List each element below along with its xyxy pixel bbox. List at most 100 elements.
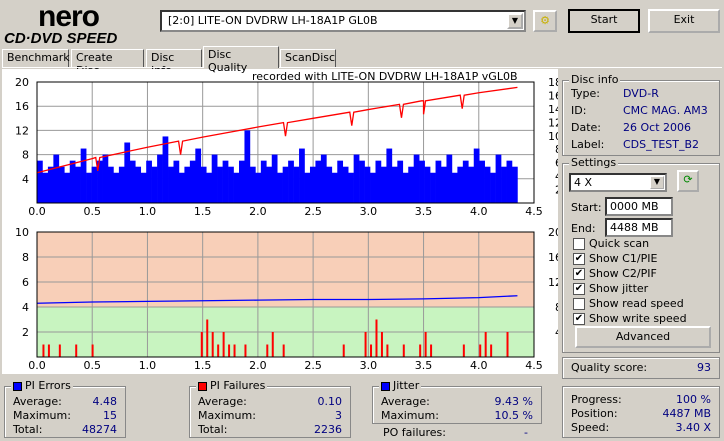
end-input[interactable]: 4488 MB xyxy=(605,218,673,237)
x-tick-label: 4.0 xyxy=(470,205,488,218)
drive-refresh-icon[interactable]: ⚙ xyxy=(533,10,557,32)
pi-error-bar xyxy=(370,172,376,203)
pi-errors-title: PI Errors xyxy=(11,379,73,392)
start-input[interactable]: 0000 MB xyxy=(605,197,673,216)
position-label: Position: xyxy=(571,407,618,420)
pif-total: 2236 xyxy=(314,423,342,436)
pi-error-bar xyxy=(228,166,234,203)
checkbox-box[interactable] xyxy=(573,298,585,310)
pi-error-bar xyxy=(309,166,316,203)
checkbox-quick-scan[interactable]: Quick scan xyxy=(573,237,649,252)
disc-label: CDS_TEST_B2 xyxy=(623,138,700,151)
x-tick-label: 1.5 xyxy=(194,205,212,218)
warning-zone xyxy=(37,232,534,307)
pi-error-bar xyxy=(304,172,311,203)
checkbox-box[interactable] xyxy=(573,238,585,250)
checkbox-show-write-speed[interactable]: ✔ Show write speed xyxy=(573,312,687,327)
pi-error-bar xyxy=(277,172,283,203)
label-label: Label: xyxy=(571,138,605,151)
checkbox-label: Quick scan xyxy=(589,237,650,250)
pi-failure-bar xyxy=(380,332,383,357)
pi-failure-bar xyxy=(490,344,493,357)
pi-failures-title: PI Failures xyxy=(196,379,268,392)
y2-tick-label: 18 xyxy=(548,76,558,89)
pi-failure-bar xyxy=(228,344,231,357)
x-tick-label: 0.5 xyxy=(83,205,101,218)
pi-error-bar xyxy=(397,160,404,203)
quality-score-label: Quality score: xyxy=(571,361,648,374)
x-tick-label: 1.0 xyxy=(139,205,157,218)
pi-error-bar xyxy=(391,166,398,203)
pi-error-bar xyxy=(424,166,431,203)
pi-failure-bar xyxy=(370,344,373,357)
checkbox-box[interactable]: ✔ xyxy=(573,253,585,265)
pi-errors-legend-icon xyxy=(13,381,22,391)
y-tick-label: 20 xyxy=(15,76,29,89)
pif-maximum: 3 xyxy=(335,409,342,422)
y2-tick-label: 8 xyxy=(555,301,558,314)
pi-failure-bar xyxy=(75,344,78,357)
tab-scandisc[interactable]: ScanDisc xyxy=(280,49,336,67)
pi-error-bar xyxy=(320,154,327,203)
type-label: Type: xyxy=(571,87,600,100)
exit-button[interactable]: Exit xyxy=(648,9,720,33)
pi-error-bar xyxy=(168,166,174,203)
chevron-down-icon[interactable]: ▼ xyxy=(650,176,664,189)
y2-tick-label: 4 xyxy=(555,326,558,339)
pi-failure-bar xyxy=(375,319,378,357)
quality-score-box: Quality score: 93 xyxy=(562,357,720,379)
pi-error-bar xyxy=(211,154,218,203)
pi-error-bar xyxy=(189,160,196,203)
start-button[interactable]: Start xyxy=(568,9,640,33)
pi-error-bar xyxy=(342,166,349,203)
pi-error-bar xyxy=(506,160,513,203)
x-tick-label: 3.0 xyxy=(360,205,378,218)
disc-quality-panel xyxy=(2,67,722,439)
tab-benchmark[interactable]: Benchmark xyxy=(2,49,70,67)
drive-select[interactable]: [2:0] LITE-ON DVDRW LH-18A1P GL0B ▼ xyxy=(160,10,526,32)
checkbox-box[interactable]: ✔ xyxy=(573,268,585,280)
advanced-button[interactable]: Advanced xyxy=(575,326,711,348)
pi-error-bar xyxy=(293,166,300,203)
id-label: ID: xyxy=(571,104,587,117)
checkbox-show-jitter[interactable]: ✔ Show jitter xyxy=(573,282,648,297)
pi-error-bar xyxy=(484,166,491,203)
checkbox-box[interactable]: ✔ xyxy=(573,313,585,325)
checkbox-label: Show read speed xyxy=(589,297,684,310)
checkbox-box[interactable]: ✔ xyxy=(573,283,585,295)
settings-title: Settings xyxy=(569,156,619,169)
pi-error-bar xyxy=(97,160,103,203)
jitter-title-text: Jitter xyxy=(393,379,420,392)
refresh-speed-icon[interactable]: ⟳ xyxy=(677,170,699,192)
pi-error-bar xyxy=(402,172,409,203)
pi-error-bar xyxy=(386,148,393,203)
tab-disc-info[interactable]: Disc Info xyxy=(146,49,202,77)
cd-dvd-speed-logo: CD·DVD SPEED xyxy=(4,30,118,47)
jitter-group: Jitter Average: 9.43 % Maximum: 10.5 % xyxy=(372,379,542,424)
pi-error-bar xyxy=(107,166,114,203)
quality-score-value: 93 xyxy=(697,361,711,374)
checkbox-show-c2-pif[interactable]: ✔ Show C2/PIF xyxy=(573,267,657,282)
speed-select[interactable]: 4 X ▼ xyxy=(569,173,667,192)
pi-error-bar xyxy=(249,166,256,203)
pi-error-bar xyxy=(222,160,229,203)
checkbox-show-read-speed[interactable]: Show read speed xyxy=(573,297,684,312)
pi-error-bar xyxy=(233,172,240,203)
tab-create-disc[interactable]: Create Disc xyxy=(71,49,144,77)
chart-title: recorded with LITE-ON DVDRW LH-18A1P vGL… xyxy=(252,70,518,83)
checkbox-show-c1-pie[interactable]: ✔ Show C1/PIE xyxy=(573,252,657,267)
jitter-average-label: Average: xyxy=(381,395,430,408)
pi-error-bar xyxy=(80,148,87,203)
x-tick-label: 4.5 xyxy=(525,359,543,372)
pi-error-bar xyxy=(473,148,480,203)
checkbox-label: Show jitter xyxy=(589,282,649,295)
progress-value: 100 % xyxy=(676,393,711,406)
tab-disc-quality[interactable]: Disc Quality xyxy=(203,46,279,74)
pi-error-bar xyxy=(462,160,469,203)
x-tick-label: 0.0 xyxy=(28,205,46,218)
chevron-down-icon[interactable]: ▼ xyxy=(507,13,523,29)
pi-failure-bar xyxy=(462,344,465,357)
y-tick-label: 6 xyxy=(22,276,29,289)
x-tick-label: 0.5 xyxy=(83,359,101,372)
drive-select-value: [2:0] LITE-ON DVDRW LH-18A1P GL0B xyxy=(168,14,378,27)
